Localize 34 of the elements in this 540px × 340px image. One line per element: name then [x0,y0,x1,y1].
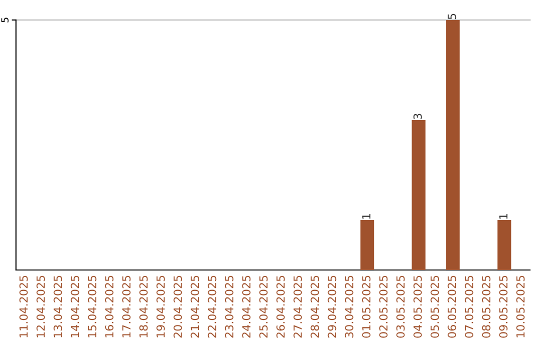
x-tick-label: 01.05.2025 [362,276,370,338]
x-tick-label: 18.04.2025 [139,276,148,338]
x-tick-label: 07.05.2025 [464,276,474,338]
x-tick-label: 29.04.2025 [328,276,336,338]
x-tick-label: 20.04.2025 [174,276,182,338]
x-tick-label: 02.05.2025 [379,276,388,338]
x-tick-label: 17.04.2025 [122,276,131,338]
x-tick-label: 22.04.2025 [208,276,216,338]
x-tick-label: 09.05.2025 [499,276,508,338]
data-label: 5 [448,14,456,20]
x-tick-label: 23.04.2025 [224,276,234,338]
x-tick-label: 19.04.2025 [156,276,165,338]
x-tick-label: 15.04.2025 [88,276,96,338]
x-tick-label: 10.05.2025 [516,276,525,338]
x-tick-label: 25.04.2025 [259,276,268,338]
x-tick-label: 05.05.2025 [430,276,439,338]
x-tick-label: 27.04.2025 [294,276,302,338]
x-tick-label: 14.04.2025 [70,276,80,338]
x-tick-label: 03.05.2025 [396,276,405,338]
x-tick-label: 08.05.2025 [482,276,490,338]
data-label: 1 [499,214,508,219]
x-tick-label: 21.04.2025 [190,276,200,338]
x-tick-label: 04.05.2025 [413,276,422,338]
data-label: 3 [413,114,422,120]
x-tick-label: 24.04.2025 [242,276,251,338]
data-label: 1 [362,214,370,219]
x-tick-label: 13.04.2025 [54,276,62,338]
x-tick-label: 11.04.2025 [19,276,28,338]
x-tick-label: 30.04.2025 [344,276,354,338]
x-tick-label: 12.04.2025 [36,276,45,338]
x-tick-label: 06.05.2025 [448,276,456,338]
x-tick-label: 16.04.2025 [105,276,114,338]
x-tick-label: 28.04.2025 [310,276,320,338]
x-tick-label: 26.04.2025 [276,276,285,338]
